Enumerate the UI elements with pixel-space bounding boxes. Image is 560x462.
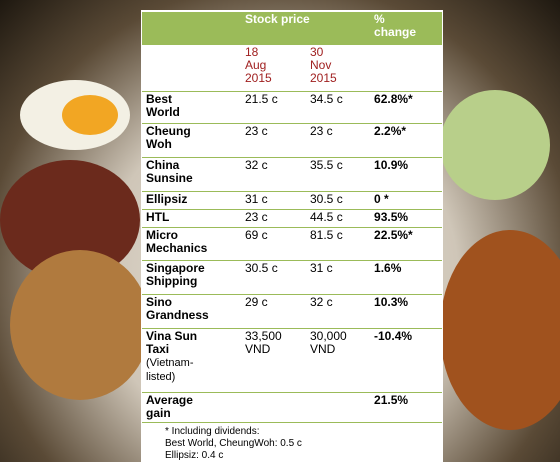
anchovies <box>10 250 150 400</box>
egg-yolk <box>62 95 118 135</box>
empty <box>306 392 371 423</box>
price-end: 30,000 VND <box>306 328 371 393</box>
cucumber <box>440 90 550 200</box>
percent-change: 93.5% <box>370 209 443 228</box>
stock-name-cell: Ellipsiz <box>142 191 241 210</box>
stock-row: Singapore Shipping 30.5 c 31 c 1.6% <box>142 260 443 295</box>
stock-table: Stock price % change 18 Aug 2015 30 Nov … <box>142 12 443 423</box>
stock-name: Vina Sun Taxi <box>146 329 198 356</box>
percent-change: 0 * <box>370 191 443 210</box>
footnote-title: * Including dividends: <box>165 426 260 437</box>
stock-row: China Sunsine 32 c 35.5 c 10.9% <box>142 157 443 192</box>
price-end: 35.5 c <box>306 157 371 192</box>
stock-name: China Sunsine <box>146 158 193 185</box>
stock-row: Sino Grandness 29 c 32 c 10.3% <box>142 294 443 329</box>
footnote: * Including dividends: Best World, Cheun… <box>141 423 443 462</box>
stock-name-cell: Vina Sun Taxi (Vietnam- listed) <box>142 328 241 393</box>
stock-row: Micro Mechanics 69 c 81.5 c 22.5%* <box>142 227 443 261</box>
date-row: 18 Aug 2015 30 Nov 2015 <box>142 45 443 92</box>
header-row: Stock price % change <box>142 12 443 45</box>
price-start: 23 c <box>241 123 306 158</box>
percent-change: 22.5%* <box>370 227 443 261</box>
price-start: 29 c <box>241 294 306 329</box>
stock-name-cell: Best World <box>142 91 241 124</box>
price-end: 44.5 c <box>306 209 371 228</box>
percent-change: 62.8%* <box>370 91 443 124</box>
average-change: 21.5% <box>370 392 443 423</box>
stock-name: Sino Grandness <box>146 295 209 322</box>
stock-note: (Vietnam- listed) <box>146 357 194 383</box>
price-start: 31 c <box>241 191 306 210</box>
stock-name: Cheung Woh <box>146 124 191 151</box>
stock-name-cell: Micro Mechanics <box>142 227 241 261</box>
percent-change: 10.9% <box>370 157 443 192</box>
stock-row: Vina Sun Taxi (Vietnam- listed) 33,500 VN… <box>142 328 443 393</box>
date-end: 30 Nov 2015 <box>306 45 371 92</box>
stock-name-cell: Singapore Shipping <box>142 260 241 295</box>
percent-change: 2.2%* <box>370 123 443 158</box>
price-end: 30.5 c <box>306 191 371 210</box>
stock-name: Micro Mechanics <box>146 228 208 255</box>
average-row: Average gain 21.5% <box>142 392 443 423</box>
header-stock-price: Stock price <box>241 12 371 45</box>
stock-name: Best World <box>146 92 180 119</box>
price-start: 21.5 c <box>241 91 306 124</box>
stock-name-cell: Sino Grandness <box>142 294 241 329</box>
price-end: 32 c <box>306 294 371 329</box>
footnote-line: Best World, CheungWoh: 0.5 c <box>165 438 302 449</box>
chicken <box>440 230 560 430</box>
stock-name-cell: HTL <box>142 209 241 228</box>
average-label: Average gain <box>142 392 241 423</box>
percent-change: -10.4% <box>370 328 443 393</box>
percent-change: 1.6% <box>370 260 443 295</box>
price-start: 30.5 c <box>241 260 306 295</box>
price-start: 33,500 VND <box>241 328 306 393</box>
stock-row: HTL 23 c 44.5 c 93.5% <box>142 209 443 228</box>
stock-name: HTL <box>146 210 170 224</box>
price-end: 34.5 c <box>306 91 371 124</box>
price-end: 81.5 c <box>306 227 371 261</box>
footnote-line: Ellipsiz: 0.4 c <box>165 450 224 461</box>
stock-table-card: Stock price % change 18 Aug 2015 30 Nov … <box>141 10 443 462</box>
stock-row: Best World 21.5 c 34.5 c 62.8%* <box>142 91 443 124</box>
price-start: 23 c <box>241 209 306 228</box>
stock-name-cell: Cheung Woh <box>142 123 241 158</box>
price-start: 32 c <box>241 157 306 192</box>
empty <box>241 392 306 423</box>
date-start: 18 Aug 2015 <box>241 45 306 92</box>
stock-row: Cheung Woh 23 c 23 c 2.2%* <box>142 123 443 158</box>
header-change: % change <box>370 12 443 45</box>
stock-name: Singapore Shipping <box>146 261 205 288</box>
price-end: 31 c <box>306 260 371 295</box>
price-end: 23 c <box>306 123 371 158</box>
stock-name-cell: China Sunsine <box>142 157 241 192</box>
stock-name: Ellipsiz <box>146 192 188 206</box>
percent-change: 10.3% <box>370 294 443 329</box>
price-start: 69 c <box>241 227 306 261</box>
